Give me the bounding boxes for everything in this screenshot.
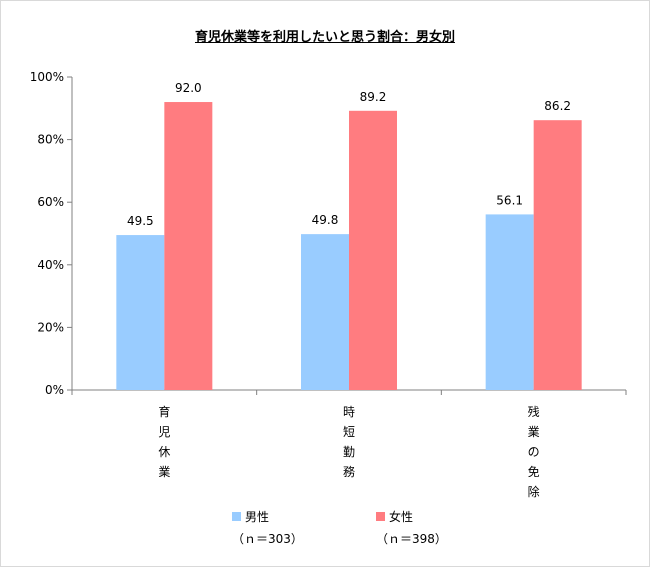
y-tick-label: 20%	[37, 320, 64, 334]
y-tick-label: 60%	[37, 195, 64, 209]
category-label-char: 育	[158, 404, 170, 419]
y-tick-label: 80%	[37, 133, 64, 147]
category-label-char: 務	[343, 465, 355, 479]
category-label-char: 残	[528, 405, 540, 419]
bar	[301, 234, 349, 390]
bar	[116, 235, 165, 390]
category-label-char: 短	[343, 425, 355, 439]
data-label: 92.0	[175, 81, 202, 95]
legend-swatch-male	[232, 512, 241, 521]
bar	[485, 214, 534, 390]
y-tick-label: 100%	[30, 70, 64, 84]
category-label-char: 業	[528, 425, 540, 439]
data-label: 86.2	[544, 99, 571, 113]
category-label-char: 児	[158, 425, 170, 439]
data-label: 49.8	[312, 213, 339, 227]
data-label: 89.2	[360, 90, 387, 104]
category-label-char: 勤	[343, 445, 355, 459]
bar	[164, 102, 213, 390]
data-label: 56.1	[496, 193, 523, 207]
y-tick-label: 40%	[37, 258, 64, 272]
legend-swatch-female	[376, 512, 385, 521]
category-label-char: 業	[158, 465, 170, 479]
category-label-char: 時	[343, 405, 355, 419]
legend-label-male: 男性	[245, 510, 270, 524]
bar	[349, 110, 397, 390]
category-label-char: 免	[528, 464, 540, 479]
legend-label-female: 女性	[389, 510, 414, 524]
bar	[533, 120, 582, 390]
legend-item-male: 男性	[232, 508, 269, 525]
y-tick-label: 0%	[45, 383, 64, 397]
legend-n-female: （ｎ＝398）	[376, 532, 447, 546]
category-label-char: 休	[158, 445, 170, 459]
data-label: 49.5	[127, 214, 154, 228]
legend-item-female: 女性	[376, 508, 413, 525]
chart-title: 育児休業等を利用したいと思う割合：男女別	[194, 30, 455, 45]
category-label-char: 除	[528, 484, 540, 499]
category-label-char: の	[528, 445, 540, 459]
legend-n-male: （ｎ＝303）	[232, 532, 303, 546]
